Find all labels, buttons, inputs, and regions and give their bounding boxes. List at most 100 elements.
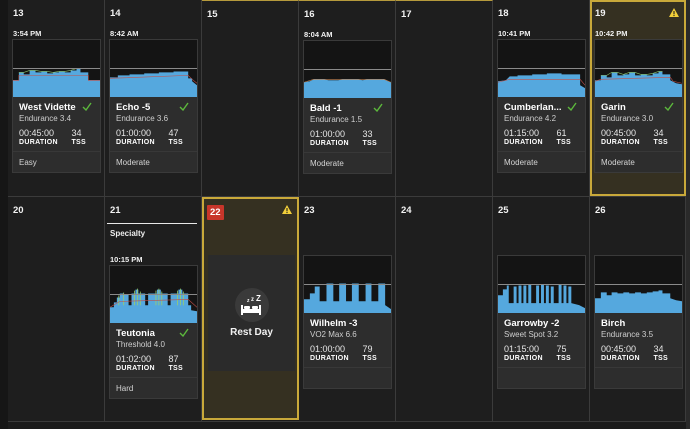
duration-label: DURATION [601, 139, 640, 146]
day-cell[interactable]: 25 Garrowby -2 Sweet Spot 3.2 01:15:00 DU… [493, 197, 590, 421]
workout-card[interactable]: Garin Endurance 3.0 00:45:00 DURATION 34 T… [594, 39, 683, 173]
day-number: 21 [110, 205, 121, 216]
workout-power-chart [498, 40, 585, 98]
ftp-line [304, 284, 391, 285]
tss-value: 34 [653, 344, 664, 354]
day-number: 16 [304, 9, 315, 20]
day-cell[interactable]: 24 [396, 197, 493, 421]
duration-value: 01:15:00 [504, 344, 540, 354]
workout-power-chart [304, 41, 391, 99]
day-cell-today[interactable]: 22 z z Z Rest Day [202, 197, 299, 420]
tss-value: 33 [362, 129, 373, 139]
svg-text:Z: Z [256, 294, 261, 303]
day-cell[interactable]: 14 8:42 AM Echo -5 Endurance 3.6 01:00:0… [105, 0, 202, 196]
difficulty-label: Moderate [498, 151, 585, 172]
duration-value: 00:45:00 [601, 128, 637, 138]
day-number: 13 [13, 8, 24, 19]
ftp-line [498, 68, 585, 69]
workout-name: Garin [601, 102, 626, 113]
duration-label: DURATION [116, 365, 155, 372]
difficulty-label: Moderate [110, 151, 197, 172]
today-date-badge: 22 [207, 205, 224, 220]
svg-text:z: z [247, 298, 250, 304]
tss-value: 75 [556, 344, 567, 354]
day-cell-selected[interactable]: 19 10:42 PM Garin Endurance 3.0 00:45:00… [590, 0, 686, 196]
workout-card[interactable]: Bald -1 Endurance 1.5 01:00:00 DURATION 3… [303, 40, 392, 174]
completed-check-icon [664, 102, 674, 111]
day-cell[interactable]: 20 [8, 197, 105, 421]
duration-label: DURATION [504, 139, 543, 146]
duration-label: DURATION [601, 355, 640, 362]
workout-power-chart [304, 256, 391, 314]
phase-divider [107, 223, 197, 224]
duration-label: DURATION [504, 355, 543, 362]
rest-day-card[interactable]: z z Z Rest Day [208, 255, 295, 371]
tss-label: TSS [653, 139, 668, 146]
ftp-line [13, 68, 100, 69]
day-number: 20 [13, 205, 24, 216]
duration-value: 01:02:00 [116, 354, 152, 364]
workout-name: Cumberlan... [504, 102, 562, 113]
vertical-scrollbar[interactable] [686, 0, 690, 429]
day-cell[interactable]: 17 [396, 0, 493, 196]
duration-value: 00:45:00 [601, 344, 637, 354]
difficulty-label [304, 367, 391, 388]
calendar-week: 13 3:54 PM West Vidette Endurance 3.4 00… [8, 0, 686, 197]
tss-label: TSS [168, 365, 183, 372]
workout-power-chart [595, 40, 682, 98]
tss-label: TSS [71, 139, 86, 146]
duration-value: 01:00:00 [310, 344, 346, 354]
workout-type: VO2 Max 6.6 [310, 330, 357, 339]
completed-check-icon [179, 328, 189, 337]
day-number: 14 [110, 8, 121, 19]
day-cell[interactable]: 13 3:54 PM West Vidette Endurance 3.4 00… [8, 0, 105, 196]
day-cell[interactable]: 23 Wilhelm -3 VO2 Max 6.6 01:00:00 DURATI… [299, 197, 396, 421]
workout-time: 10:15 PM [110, 255, 143, 264]
ftp-line [498, 284, 585, 285]
duration-label: DURATION [116, 139, 155, 146]
day-number: 25 [498, 205, 509, 216]
day-number: 26 [595, 205, 606, 216]
tss-value: 34 [71, 128, 82, 138]
phase-label: Specialty [110, 229, 146, 238]
day-cell[interactable]: 18 10:41 PM Cumberlan... Endurance 4.2 0… [493, 0, 590, 196]
tss-label: TSS [556, 355, 571, 362]
workout-card[interactable]: Echo -5 Endurance 3.6 01:00:00 DURATION 4… [109, 39, 198, 173]
day-cell[interactable]: 15 [202, 0, 299, 196]
ftp-line [595, 284, 682, 285]
workout-name: West Vidette [19, 102, 76, 113]
workout-card[interactable]: West Vidette Endurance 3.4 00:45:00 DURAT… [12, 39, 101, 173]
workout-time: 3:54 PM [13, 29, 42, 38]
tss-value: 34 [653, 128, 664, 138]
day-number: 23 [304, 205, 315, 216]
warning-icon [282, 205, 292, 214]
duration-value: 01:15:00 [504, 128, 540, 138]
workout-type: Endurance 4.2 [504, 114, 557, 123]
left-gutter [0, 0, 8, 429]
workout-power-chart [110, 40, 197, 98]
workout-card[interactable]: Teutonia Threshold 4.0 01:02:00 DURATION … [109, 265, 198, 399]
workout-type: Sweet Spot 3.2 [504, 330, 559, 339]
workout-time: 8:04 AM [304, 30, 333, 39]
tss-value: 79 [362, 344, 373, 354]
difficulty-label [498, 367, 585, 388]
svg-text:z: z [251, 297, 254, 303]
day-cell[interactable]: 21 Specialty 10:15 PM Teutonia Threshold… [105, 197, 202, 421]
workout-time: 10:41 PM [498, 29, 531, 38]
duration-value: 01:00:00 [116, 128, 152, 138]
workout-name: Wilhelm -3 [310, 318, 358, 329]
workout-card[interactable]: Wilhelm -3 VO2 Max 6.6 01:00:00 DURATION … [303, 255, 392, 389]
workout-card[interactable]: Birch Endurance 3.5 00:45:00 DURATION 34 T… [594, 255, 683, 389]
tss-label: TSS [653, 355, 668, 362]
calendar-week: 20 21 Specialty 10:15 PM Teutonia Thresh… [8, 197, 686, 422]
duration-value: 00:45:00 [19, 128, 55, 138]
workout-name: Teutonia [116, 328, 155, 339]
workout-type: Endurance 3.4 [19, 114, 72, 123]
completed-check-icon [373, 103, 383, 112]
day-cell[interactable]: 16 8:04 AM Bald -1 Endurance 1.5 01:00:0… [299, 0, 396, 196]
workout-name: Echo -5 [116, 102, 151, 113]
day-cell[interactable]: 26 Birch Endurance 3.5 00:45:00 DURATION … [590, 197, 686, 421]
tss-value: 61 [556, 128, 567, 138]
workout-card[interactable]: Garrowby -2 Sweet Spot 3.2 01:15:00 DURAT… [497, 255, 586, 389]
workout-card[interactable]: Cumberlan... Endurance 4.2 01:15:00 DURAT… [497, 39, 586, 173]
